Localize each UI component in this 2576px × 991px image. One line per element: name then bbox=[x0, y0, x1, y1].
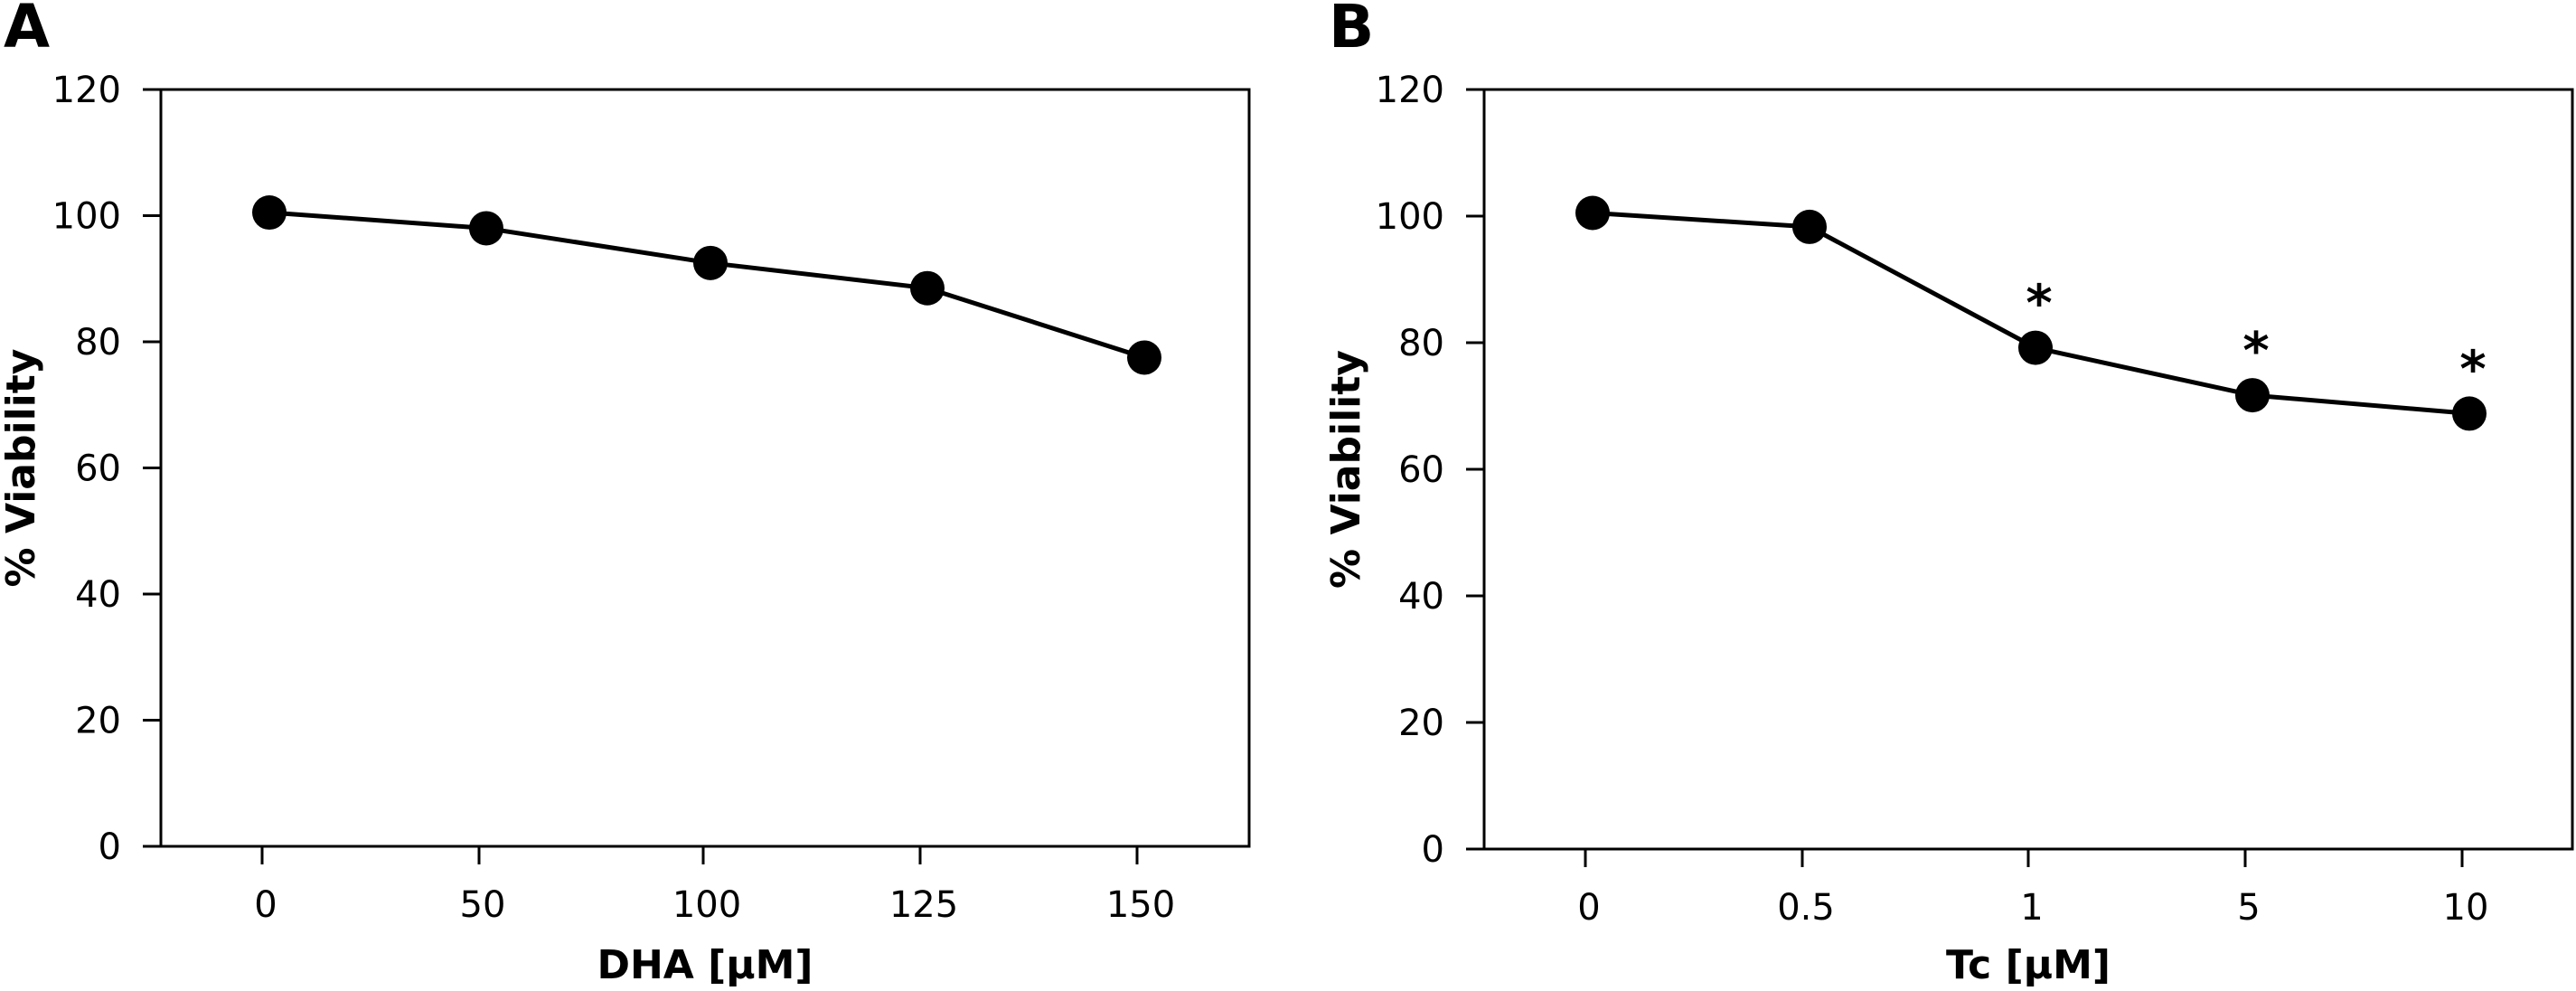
panel-a-data-point bbox=[469, 211, 503, 246]
panel-b-y-tick-label: 0 bbox=[1422, 829, 1444, 871]
panel-b-x-tick-label: 10 bbox=[2443, 887, 2489, 929]
panel-b-significance-marker: * bbox=[2242, 322, 2269, 381]
panel-b-y-axis-title: % Viability bbox=[1323, 350, 1369, 589]
panel-a-plot-frame bbox=[159, 88, 1251, 848]
panel-a-y-tick-label: 40 bbox=[75, 574, 121, 616]
panel-a-y-tick-label: 120 bbox=[52, 70, 121, 111]
panel-a-letter: A bbox=[4, 0, 50, 61]
panel-a-data-point bbox=[1127, 340, 1161, 375]
panel-b-y-tick-label: 100 bbox=[1376, 196, 1444, 238]
panel-b-significance-marker: * bbox=[2026, 275, 2052, 334]
panel-b-significance-marker: * bbox=[2459, 340, 2486, 399]
panel-a-x-tick-label: 150 bbox=[1106, 884, 1175, 926]
panel-a-x-tick-label: 0 bbox=[254, 884, 277, 926]
panel-a-x-tick-label: 100 bbox=[672, 884, 741, 926]
panel-b-x-axis-title: Tc [μM] bbox=[1946, 942, 2111, 988]
panel-a-y-tick-label: 20 bbox=[75, 701, 121, 742]
panel-b: B 0 20 40 60 80 100 120 0 0.5 1 5 10 Tc [μM] % Viabil… bbox=[1323, 0, 2574, 988]
panel-a-series-line bbox=[268, 210, 1145, 360]
panel-a-x-axis-title: DHA [μM] bbox=[597, 942, 813, 988]
panel-b-x-tick-label: 5 bbox=[2237, 887, 2260, 929]
panel-a: A 0 20 40 60 80 100 120 0 50 100 125 150 DHA [μM] % V… bbox=[0, 0, 1251, 988]
panel-a-y-tick-label: 60 bbox=[75, 448, 121, 490]
panel-b-y-tick-label: 120 bbox=[1376, 70, 1444, 111]
panel-b-y-tick-label: 20 bbox=[1398, 703, 1444, 744]
panel-b-y-tick-label: 60 bbox=[1398, 449, 1444, 491]
panel-b-data-point bbox=[2452, 396, 2487, 431]
panel-b-x-tick-label: 0.5 bbox=[1777, 887, 1835, 929]
panel-b-letter: B bbox=[1329, 0, 1374, 61]
panel-a-y-tick-label: 80 bbox=[75, 322, 121, 363]
panel-b-plot-frame bbox=[1482, 88, 2574, 851]
panel-a-x-tick-label: 50 bbox=[460, 884, 506, 926]
panel-b-data-point bbox=[2018, 330, 2053, 365]
panel-b-data-point bbox=[1792, 209, 1827, 244]
panel-a-y-tick-label: 0 bbox=[99, 826, 121, 868]
panel-a-data-point bbox=[252, 195, 287, 231]
panel-b-data-point bbox=[2235, 378, 2270, 413]
panel-b-y-tick-label: 40 bbox=[1398, 576, 1444, 618]
panel-a-y-tick-label: 100 bbox=[52, 196, 121, 238]
panel-b-data-point bbox=[1575, 195, 1610, 231]
panel-a-y-axis-title: % Viability bbox=[0, 349, 44, 588]
panel-a-data-point bbox=[910, 270, 945, 306]
panel-a-x-tick-label: 125 bbox=[889, 884, 958, 926]
panel-a-data-point bbox=[693, 245, 728, 280]
panel-b-x-tick-label: 0 bbox=[1577, 887, 1600, 929]
panel-b-x-tick-label: 1 bbox=[2020, 887, 2043, 929]
panel-b-y-tick-label: 80 bbox=[1398, 323, 1444, 364]
